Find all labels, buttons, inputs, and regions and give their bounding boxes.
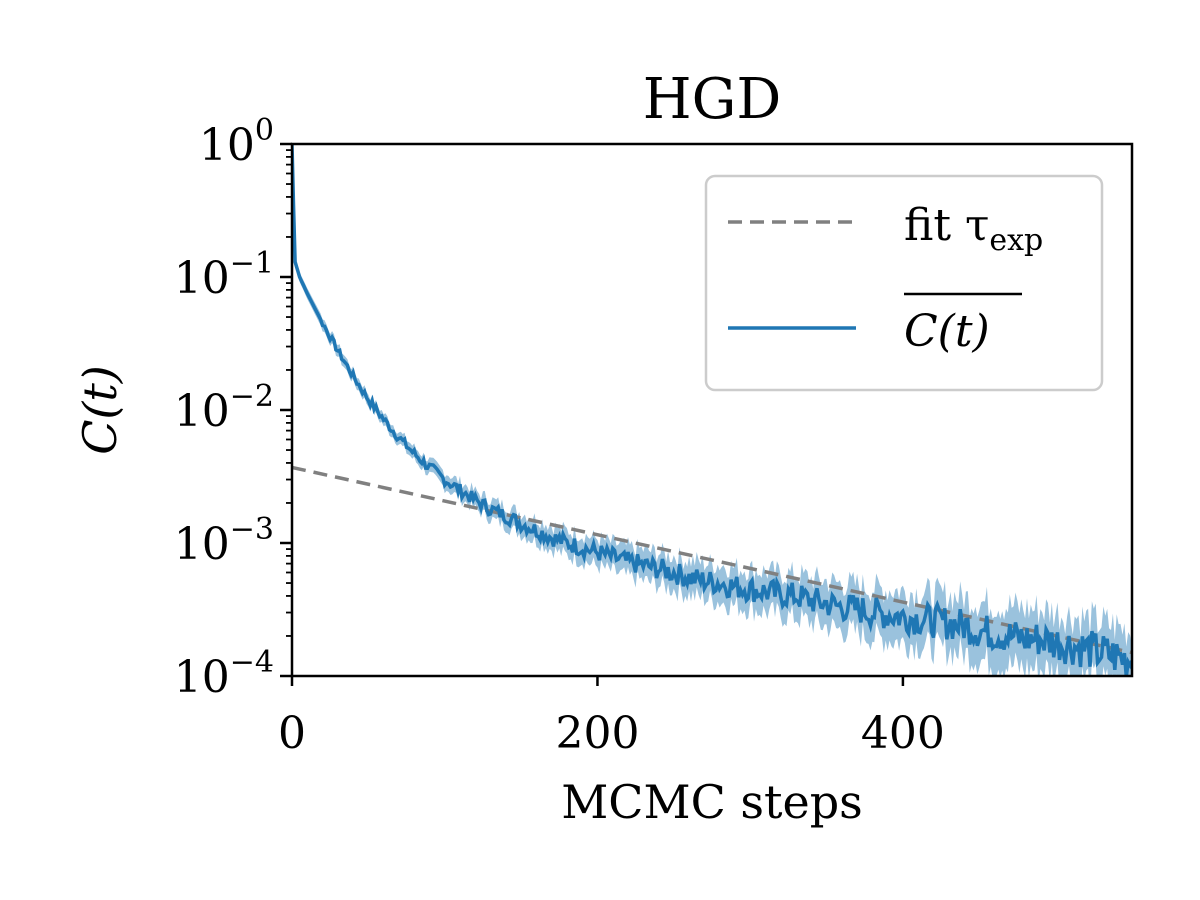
fit-line: [292, 465, 1132, 655]
legend-fit-main: fit τ: [904, 200, 989, 251]
y-tick-label: 10−1: [174, 246, 274, 304]
confidence-band: [292, 144, 1132, 676]
x-axis-ticks: 0 200 400: [278, 676, 945, 759]
y-tick-label: 10−2: [174, 379, 274, 437]
chart-title: HGD: [643, 67, 781, 132]
y-tick-label: 10−3: [174, 512, 274, 570]
legend-mean-label: C(t): [904, 306, 990, 357]
legend: fit τexp C(t): [704, 174, 1104, 392]
mean-line: [292, 144, 1132, 676]
plot-area: [292, 144, 1132, 676]
legend-fit-subscript: exp: [989, 223, 1043, 258]
y-axis-minor-ticks: [286, 149, 292, 637]
legend-fit-label: fit τexp: [904, 200, 1043, 258]
y-tick-label: 100: [199, 113, 274, 171]
legend-box: [704, 174, 1104, 392]
y-axis-label: C(t): [73, 365, 127, 455]
x-tick-label: 200: [555, 708, 639, 759]
y-axis-ticks: 100 10−1 10−2 10−3 10−4: [174, 113, 292, 703]
x-tick-label: 0: [278, 708, 306, 759]
y-tick-label: 10−4: [174, 645, 274, 703]
x-tick-label: 400: [861, 708, 945, 759]
x-axis-label: MCMC steps: [561, 775, 863, 829]
